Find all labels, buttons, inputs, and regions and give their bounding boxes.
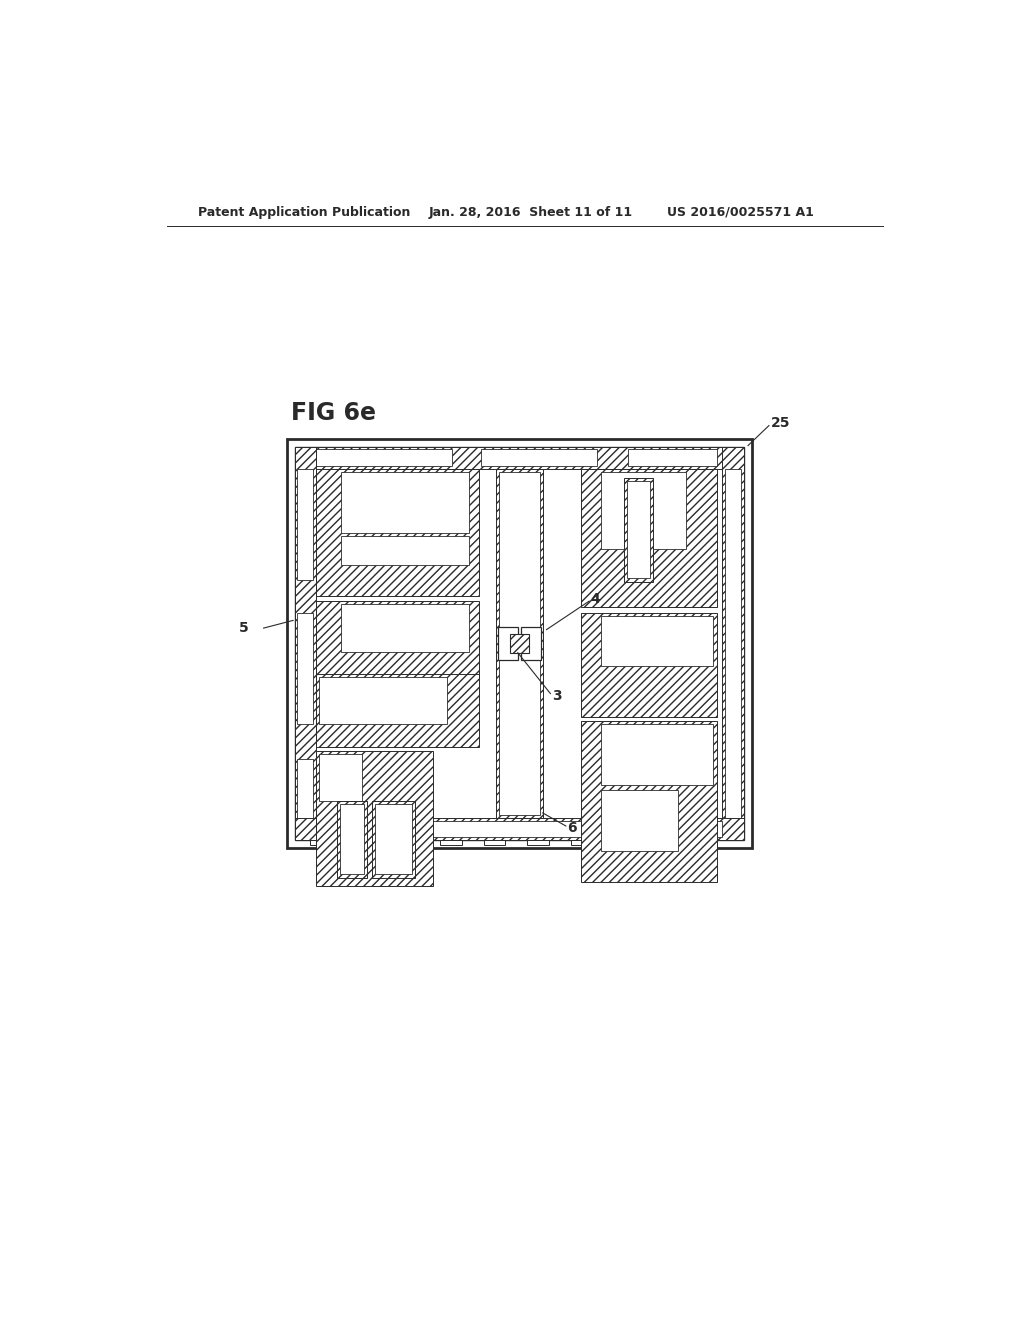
Bar (627, 480, 650, 578)
Text: Jan. 28, 2016  Sheet 11 of 11: Jan. 28, 2016 Sheet 11 of 11 (429, 206, 633, 219)
Bar (440, 840, 462, 845)
Bar (316, 751, 432, 886)
Bar (316, 675, 479, 747)
Bar (297, 759, 313, 821)
Text: US 2016/0025571 A1: US 2016/0025571 A1 (667, 206, 813, 219)
Bar (480, 449, 597, 466)
Bar (614, 840, 636, 845)
Bar (397, 840, 419, 845)
Text: 25: 25 (770, 416, 790, 429)
Text: 6: 6 (567, 821, 578, 836)
Bar (582, 612, 717, 717)
Bar (295, 447, 744, 469)
Bar (624, 478, 653, 582)
Bar (316, 821, 722, 837)
Bar (295, 447, 316, 840)
Bar (337, 801, 367, 878)
Bar (483, 840, 506, 845)
Bar (341, 536, 469, 565)
Bar (316, 469, 479, 595)
Bar (521, 627, 541, 660)
Bar (657, 840, 679, 845)
Bar (353, 840, 375, 845)
Bar (295, 532, 300, 545)
Bar (601, 789, 678, 851)
Bar (498, 627, 518, 660)
Bar (287, 440, 752, 847)
Bar (319, 755, 362, 800)
Bar (316, 601, 479, 678)
Bar (341, 605, 469, 652)
Text: Patent Application Publication: Patent Application Publication (198, 206, 411, 219)
Bar (295, 616, 300, 631)
Bar (496, 469, 543, 818)
Bar (297, 612, 313, 725)
Bar (316, 449, 452, 466)
Bar (510, 635, 528, 653)
Bar (582, 469, 717, 607)
Bar (527, 840, 549, 845)
Bar (601, 471, 686, 549)
Bar (725, 469, 741, 818)
Text: 4: 4 (591, 591, 600, 606)
Bar (310, 840, 332, 845)
Bar (295, 659, 300, 673)
Bar (582, 721, 717, 882)
Bar (722, 447, 744, 840)
Text: 5: 5 (239, 622, 248, 635)
Bar (601, 723, 713, 785)
Bar (295, 574, 300, 589)
Bar (375, 804, 412, 874)
Bar (341, 471, 469, 533)
Bar (570, 840, 592, 845)
Bar (601, 615, 713, 665)
Bar (340, 804, 364, 874)
Bar (500, 471, 540, 816)
Bar (297, 469, 313, 581)
Bar (295, 447, 744, 840)
Text: 3: 3 (552, 689, 561, 702)
Bar (319, 677, 447, 723)
Text: FIG 6e: FIG 6e (291, 400, 376, 425)
Bar (372, 801, 415, 878)
Bar (295, 818, 744, 840)
Bar (628, 449, 717, 466)
